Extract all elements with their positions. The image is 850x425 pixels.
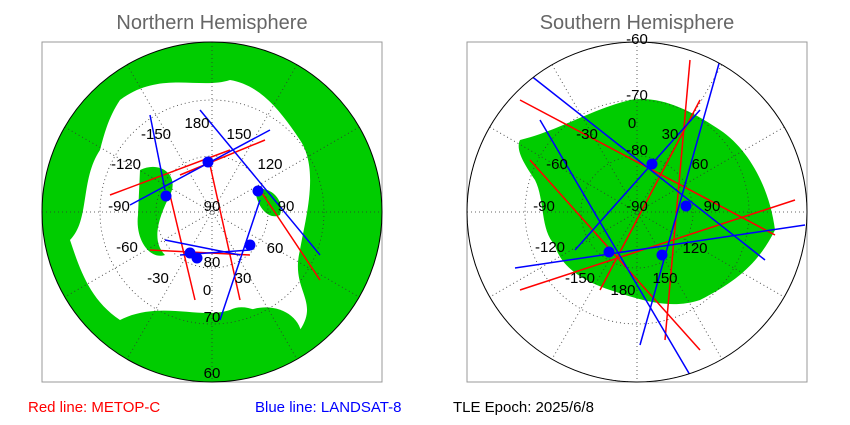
legend-red: Red line: METOP-C	[28, 399, 160, 416]
satellite-position	[656, 249, 668, 261]
latitude-circle	[155, 155, 269, 269]
ground-track	[639, 59, 721, 346]
satellite-position	[646, 158, 658, 170]
grid-label: 80	[204, 254, 221, 271]
latitude-circle	[580, 155, 694, 269]
south-title: Southern Hemisphere	[540, 12, 735, 34]
meridian	[489, 126, 785, 298]
north-boundary	[41, 41, 383, 383]
grid-label: -60	[546, 156, 568, 173]
grid-label: 0	[203, 282, 211, 299]
grid-label: 150	[226, 126, 251, 143]
satellite-position	[191, 252, 203, 264]
latitude-circle	[99, 99, 325, 325]
satellite-position	[244, 239, 256, 251]
north-title: Northern Hemisphere	[116, 12, 307, 34]
grid-label: -120	[111, 156, 141, 173]
north-map	[42, 42, 382, 382]
meridian	[126, 64, 298, 360]
ground-track	[219, 199, 261, 321]
ground-track	[529, 159, 701, 351]
graticule-lines	[42, 42, 382, 382]
grid-label: -60	[626, 31, 648, 48]
track-group	[519, 59, 796, 351]
grid-label: 180	[184, 115, 209, 132]
legend-epoch: TLE Epoch: 2025/6/8	[453, 399, 594, 416]
grid-label: -80	[626, 142, 648, 159]
track-group	[129, 109, 321, 321]
ground-track	[574, 109, 701, 251]
grid-label: 60	[267, 240, 284, 257]
grid-label: -90	[533, 198, 555, 215]
meridian	[64, 126, 360, 298]
grid-label: -60	[116, 239, 138, 256]
grid-label: 70	[204, 309, 221, 326]
grid-label: 30	[662, 126, 679, 143]
ground-track	[199, 109, 321, 256]
grid-label: 120	[257, 156, 282, 173]
grid-label: 60	[204, 365, 221, 382]
meridian	[551, 64, 723, 360]
ground-track	[529, 74, 766, 261]
south-boundary	[466, 41, 808, 383]
grid-label: 60	[692, 156, 709, 173]
tracks	[109, 59, 806, 376]
grid-label: -30	[576, 126, 598, 143]
ground-track	[129, 129, 271, 206]
satellite-position	[603, 246, 615, 258]
grid-label: 120	[682, 240, 707, 257]
ground-track	[519, 199, 796, 291]
meridian	[126, 64, 298, 360]
ground-track	[164, 239, 241, 256]
grid-label: -150	[141, 126, 171, 143]
ground-track	[259, 189, 321, 281]
ground-track	[664, 59, 691, 341]
grid-label: -150	[565, 270, 595, 287]
grid-label: 90	[704, 198, 721, 215]
grid-label: -70	[626, 87, 648, 104]
grid-label: -90	[626, 198, 648, 215]
grid-label: -90	[108, 198, 130, 215]
grid-label: 90	[278, 198, 295, 215]
legend-blue: Blue line: LANDSAT-8	[255, 399, 401, 416]
ground-track	[514, 224, 806, 269]
satellite-position	[160, 190, 172, 202]
satellite-position	[202, 156, 214, 168]
ground-track	[149, 114, 166, 191]
grid-label: 0	[628, 115, 636, 132]
satellite-position	[252, 185, 264, 197]
satellite-position	[680, 200, 692, 212]
grid-label: 150	[652, 270, 677, 287]
ground-track	[169, 194, 196, 301]
ground-track	[209, 164, 241, 301]
grid-label: 180	[610, 282, 635, 299]
grid-label: -120	[535, 239, 565, 256]
track-group	[514, 59, 806, 376]
ground-track	[599, 99, 701, 291]
ground-track	[179, 139, 266, 176]
latitude-circle	[524, 99, 750, 325]
meridian	[489, 126, 785, 298]
meridian	[64, 126, 360, 298]
grid-label: 90	[204, 198, 221, 215]
ground-track	[539, 119, 691, 376]
grid-label: 30	[235, 270, 252, 287]
grid-label: -30	[147, 270, 169, 287]
